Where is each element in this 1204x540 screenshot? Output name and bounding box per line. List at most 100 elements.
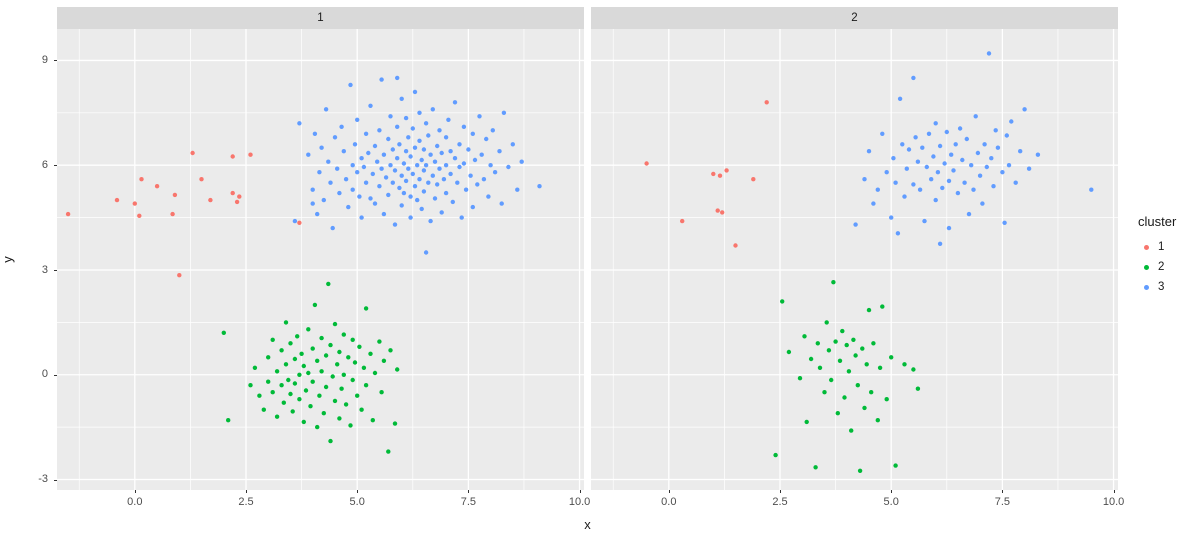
data-point-cluster-2 xyxy=(274,369,280,374)
data-point-cluster-3 xyxy=(359,215,364,220)
data-point-cluster-2 xyxy=(301,419,306,425)
data-point-cluster-2 xyxy=(379,390,384,395)
facet-panel-2 xyxy=(591,29,1118,490)
data-point-cluster-3 xyxy=(484,136,489,142)
x-tick-mark xyxy=(1113,490,1115,493)
data-point-cluster-3 xyxy=(428,152,433,157)
data-point-cluster-2 xyxy=(915,386,921,391)
data-point-cluster-1 xyxy=(237,194,242,199)
x-tick-label: 5.0 xyxy=(883,496,899,508)
data-point-cluster-3 xyxy=(397,142,402,147)
data-point-cluster-3 xyxy=(893,180,898,185)
data-point-cluster-2 xyxy=(884,397,889,402)
data-point-cluster-2 xyxy=(889,355,894,360)
data-point-cluster-3 xyxy=(417,110,422,116)
data-point-cluster-3 xyxy=(953,142,958,147)
data-point-cluster-2 xyxy=(292,381,298,386)
data-point-cluster-2 xyxy=(274,414,280,419)
data-point-cluster-3 xyxy=(339,124,344,129)
data-point-cluster-3 xyxy=(955,190,961,196)
data-point-cluster-3 xyxy=(497,149,502,154)
data-point-cluster-2 xyxy=(332,398,338,404)
data-point-cluster-3 xyxy=(348,82,353,88)
data-point-cluster-3 xyxy=(917,187,923,192)
data-point-cluster-1 xyxy=(230,190,235,196)
data-point-cluster-3 xyxy=(913,135,918,140)
data-point-cluster-1 xyxy=(230,154,235,159)
data-point-cluster-3 xyxy=(415,163,420,168)
facet-strip-1: 1 xyxy=(57,7,584,29)
data-point-cluster-2 xyxy=(857,468,863,473)
x-tick-mark xyxy=(579,490,581,493)
data-point-cluster-3 xyxy=(884,170,889,175)
data-point-cluster-3 xyxy=(399,96,404,102)
x-tick-mark xyxy=(468,490,470,493)
data-point-cluster-2 xyxy=(295,334,300,339)
data-point-cluster-2 xyxy=(359,407,364,412)
data-point-cluster-3 xyxy=(423,250,429,255)
data-point-cluster-3 xyxy=(463,187,469,192)
data-point-cluster-2 xyxy=(363,306,369,311)
data-point-cluster-3 xyxy=(388,114,393,119)
data-point-cluster-3 xyxy=(292,218,298,224)
data-point-cluster-3 xyxy=(448,149,453,154)
data-point-cluster-3 xyxy=(506,164,511,170)
data-point-cluster-3 xyxy=(457,164,462,170)
data-point-cluster-1 xyxy=(234,199,240,205)
data-point-cluster-3 xyxy=(379,166,384,171)
data-point-cluster-3 xyxy=(929,177,934,182)
x-tick-label: 2.5 xyxy=(238,496,254,508)
legend-item-label: 2 xyxy=(1158,261,1165,273)
data-point-cluster-2 xyxy=(370,418,375,423)
data-point-cluster-3 xyxy=(450,199,455,205)
data-point-cluster-3 xyxy=(922,218,927,224)
data-point-cluster-2 xyxy=(880,304,885,309)
data-point-cluster-2 xyxy=(310,346,315,351)
data-point-cluster-2 xyxy=(864,362,869,367)
y-tick-mark xyxy=(54,374,57,376)
data-point-cluster-2 xyxy=(350,337,355,342)
data-point-cluster-2 xyxy=(337,349,342,355)
data-point-cluster-2 xyxy=(270,337,275,342)
data-point-cluster-3 xyxy=(403,115,409,121)
data-point-cluster-3 xyxy=(488,163,493,168)
data-point-cluster-3 xyxy=(519,159,524,164)
data-point-cluster-3 xyxy=(911,75,916,81)
data-point-cluster-3 xyxy=(966,211,972,217)
data-point-cluster-3 xyxy=(443,163,449,168)
x-tick-mark xyxy=(668,490,670,493)
data-point-cluster-3 xyxy=(395,124,400,129)
data-point-cluster-2 xyxy=(875,418,880,423)
data-point-cluster-2 xyxy=(312,302,318,308)
data-point-cluster-2 xyxy=(261,407,266,412)
data-point-cluster-2 xyxy=(306,370,311,376)
data-point-cluster-3 xyxy=(443,190,449,196)
data-point-cluster-3 xyxy=(942,161,947,166)
data-point-cluster-3 xyxy=(408,154,413,159)
data-point-cluster-2 xyxy=(270,390,275,395)
data-point-cluster-3 xyxy=(1013,180,1018,185)
data-point-cluster-3 xyxy=(315,211,320,217)
data-point-cluster-3 xyxy=(321,197,326,203)
data-point-cluster-2 xyxy=(902,362,907,367)
data-point-cluster-3 xyxy=(406,166,411,171)
data-point-cluster-1 xyxy=(733,243,738,248)
data-point-cluster-3 xyxy=(924,164,929,170)
data-point-cluster-3 xyxy=(986,51,992,56)
data-point-cluster-1 xyxy=(65,211,71,217)
data-point-cluster-3 xyxy=(973,114,978,119)
data-point-cluster-3 xyxy=(406,135,411,140)
data-point-cluster-2 xyxy=(377,339,382,344)
data-point-cluster-2 xyxy=(352,360,358,365)
data-point-cluster-3 xyxy=(1026,166,1032,171)
data-point-cluster-3 xyxy=(330,225,335,231)
x-tick-mark xyxy=(134,490,136,493)
data-point-cluster-2 xyxy=(310,379,315,384)
y-tick-mark xyxy=(54,479,57,481)
data-point-cluster-1 xyxy=(724,168,729,173)
data-point-cluster-2 xyxy=(315,358,320,363)
y-tick-mark xyxy=(54,60,57,62)
data-point-cluster-3 xyxy=(920,145,925,150)
data-point-cluster-1 xyxy=(190,150,195,156)
data-point-cluster-3 xyxy=(417,177,422,182)
